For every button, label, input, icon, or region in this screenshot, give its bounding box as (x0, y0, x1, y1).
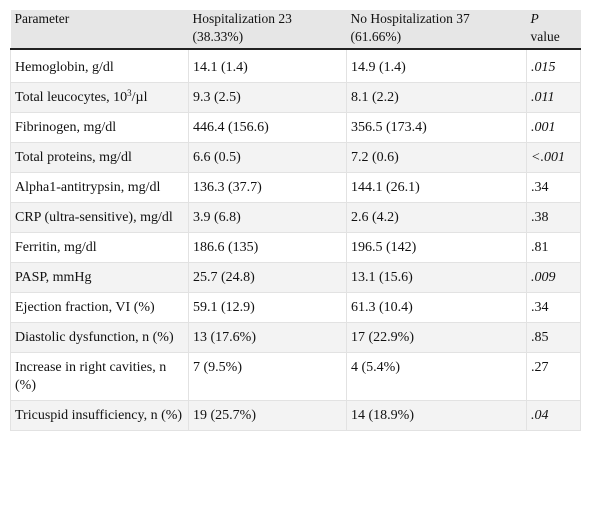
cell-no-hospitalization: 8.1 (2.2) (346, 82, 527, 113)
cell-no-hospitalization: 4 (5.4%) (346, 352, 527, 401)
header-p-value-line2: value (530, 29, 560, 44)
table-row: Ferritin, mg/dl 186.6 (135) 196.5 (142) … (10, 232, 581, 263)
cell-hospitalization: 3.9 (6.8) (188, 202, 347, 233)
cell-p-value: <.001 (526, 142, 581, 173)
table-row: Total leucocytes, 103/µl 9.3 (2.5) 8.1 (… (10, 82, 581, 113)
cell-no-hospitalization: 14 (18.9%) (346, 400, 527, 431)
cell-p-value: .34 (526, 292, 581, 323)
cell-hospitalization: 59.1 (12.9) (188, 292, 347, 323)
table-row: Ejection fraction, VI (%) 59.1 (12.9) 61… (10, 292, 581, 323)
param-unit: /µl (131, 90, 148, 105)
cell-parameter: Tricuspid insufficiency, n (%) (10, 400, 189, 431)
cell-hospitalization: 13 (17.6%) (188, 322, 347, 353)
cell-no-hospitalization: 2.6 (4.2) (346, 202, 527, 233)
cell-parameter: Hemoglobin, g/dl (10, 48, 189, 83)
cell-parameter: Alpha1-antitrypsin, mg/dl (10, 172, 189, 203)
cell-p-value: .27 (526, 352, 581, 401)
cell-no-hospitalization: 7.2 (0.6) (346, 142, 527, 173)
cell-hospitalization: 136.3 (37.7) (188, 172, 347, 203)
cell-parameter: CRP (ultra-sensitive), mg/dl (10, 202, 189, 233)
table-row: Hemoglobin, g/dl 14.1 (1.4) 14.9 (1.4) .… (10, 48, 581, 83)
cell-hospitalization: 25.7 (24.8) (188, 262, 347, 293)
header-hospitalization-line1: Hospitalization 23 (192, 11, 292, 26)
cell-p-value: .001 (526, 112, 581, 143)
cell-p-value: .34 (526, 172, 581, 203)
cell-no-hospitalization: 356.5 (173.4) (346, 112, 527, 143)
header-no-hospitalization-line2: (61.66%) (350, 29, 402, 44)
cell-parameter: Diastolic dysfunction, n (%) (10, 322, 189, 353)
header-parameter: Parameter (10, 10, 189, 49)
header-p-value: P value (526, 10, 581, 49)
cell-parameter: Ejection fraction, VI (%) (10, 292, 189, 323)
table-row: Increase in right cavities, n (%) 7 (9.5… (10, 352, 581, 401)
table-body: Hemoglobin, g/dl 14.1 (1.4) 14.9 (1.4) .… (10, 48, 581, 431)
cell-parameter: Fibrinogen, mg/dl (10, 112, 189, 143)
cell-p-value: .81 (526, 232, 581, 263)
table-container: Parameter Hospitalization 23 (38.33%) No… (10, 10, 581, 431)
table-row: Alpha1-antitrypsin, mg/dl 136.3 (37.7) 1… (10, 172, 581, 203)
table-row: Diastolic dysfunction, n (%) 13 (17.6%) … (10, 322, 581, 353)
cell-p-value: .015 (526, 48, 581, 83)
cell-hospitalization: 7 (9.5%) (188, 352, 347, 401)
table-row: Tricuspid insufficiency, n (%) 19 (25.7%… (10, 400, 581, 431)
cell-no-hospitalization: 144.1 (26.1) (346, 172, 527, 203)
cell-parameter: Total leucocytes, 103/µl (10, 82, 189, 113)
cell-hospitalization: 186.6 (135) (188, 232, 347, 263)
header-no-hospitalization: No Hospitalization 37 (61.66%) (346, 10, 527, 49)
header-row: Parameter Hospitalization 23 (38.33%) No… (10, 10, 581, 49)
header-p-value-line1: P (530, 11, 539, 26)
cell-parameter: PASP, mmHg (10, 262, 189, 293)
header-hospitalization: Hospitalization 23 (38.33%) (188, 10, 347, 49)
table-row: Fibrinogen, mg/dl 446.4 (156.6) 356.5 (1… (10, 112, 581, 143)
cell-hospitalization: 9.3 (2.5) (188, 82, 347, 113)
cell-no-hospitalization: 196.5 (142) (346, 232, 527, 263)
cell-hospitalization: 446.4 (156.6) (188, 112, 347, 143)
table-row: CRP (ultra-sensitive), mg/dl 3.9 (6.8) 2… (10, 202, 581, 233)
cell-no-hospitalization: 17 (22.9%) (346, 322, 527, 353)
header-no-hospitalization-line1: No Hospitalization 37 (350, 11, 470, 26)
cell-hospitalization: 14.1 (1.4) (188, 48, 347, 83)
table-header: Parameter Hospitalization 23 (38.33%) No… (10, 10, 581, 49)
cell-no-hospitalization: 61.3 (10.4) (346, 292, 527, 323)
cell-p-value: .04 (526, 400, 581, 431)
cell-p-value: .011 (526, 82, 581, 113)
cell-p-value: .85 (526, 322, 581, 353)
param-superscript: 3 (127, 88, 132, 98)
cell-parameter: Ferritin, mg/dl (10, 232, 189, 263)
table-row: PASP, mmHg 25.7 (24.8) 13.1 (15.6) .009 (10, 262, 581, 293)
cell-parameter: Increase in right cavities, n (%) (10, 352, 189, 401)
param-text: Total leucocytes, 10 (15, 90, 128, 105)
cell-hospitalization: 6.6 (0.5) (188, 142, 347, 173)
cell-no-hospitalization: 13.1 (15.6) (346, 262, 527, 293)
cell-p-value: .38 (526, 202, 581, 233)
table-row: Total proteins, mg/dl 6.6 (0.5) 7.2 (0.6… (10, 142, 581, 173)
cell-p-value: .009 (526, 262, 581, 293)
cell-parameter: Total proteins, mg/dl (10, 142, 189, 173)
header-hospitalization-line2: (38.33%) (192, 29, 244, 44)
cell-hospitalization: 19 (25.7%) (188, 400, 347, 431)
hospitalization-parameters-table: Parameter Hospitalization 23 (38.33%) No… (10, 10, 581, 431)
cell-no-hospitalization: 14.9 (1.4) (346, 48, 527, 83)
